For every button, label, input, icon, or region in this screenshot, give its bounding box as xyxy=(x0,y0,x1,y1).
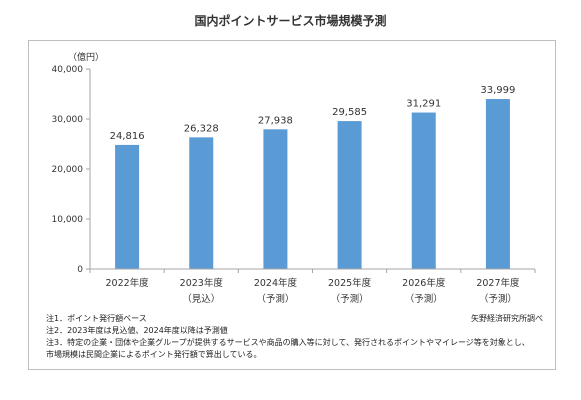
x-category-label: 2023年度 xyxy=(180,277,224,289)
bar-2022年度 xyxy=(115,144,140,269)
notes: 注1．ポイント発行額ベース 注2．2023年度は見込値、2024年度以降は予測値… xyxy=(46,313,530,361)
x-category-label: 2026年度 xyxy=(402,277,446,289)
bar-2027年度 xyxy=(485,99,510,269)
y-tick-label: 20,000 xyxy=(52,165,84,175)
x-category-sublabel: （予測） xyxy=(256,293,294,305)
x-axis: 2022年度 2023年度 （見込） 2024年度 （予測） 2025年度 （予測） 2026… xyxy=(89,268,536,305)
x-category-label: 2025年度 xyxy=(328,277,372,289)
x-category-label: 2022年度 xyxy=(105,277,149,289)
source-label: 矢野経済研究所調べ xyxy=(471,314,543,323)
note-1: 注1．ポイント発行額ベース xyxy=(46,314,147,323)
x-category-sublabel: （見込） xyxy=(182,293,220,305)
note-4: 市場規模は民間企業によるポイント発行額で算出している。 xyxy=(46,350,262,359)
bar-value-label: 31,291 xyxy=(406,99,441,110)
bar-2023年度 xyxy=(189,137,214,269)
x-category-sublabel: （予測） xyxy=(331,293,369,305)
bars: 24,816 26,328 27,938 29,585 31,291 33,999 xyxy=(110,85,515,269)
y-axis: 0 10,000 20,000 30,000 40,000 xyxy=(52,65,91,275)
x-category-sublabel: （予測） xyxy=(479,293,517,305)
bar-value-label: 27,938 xyxy=(258,115,293,126)
note-3: 注3．特定の企業・団体や企業グループが提供するサービスや商品の購入等に対して、発… xyxy=(46,338,530,347)
bar-2025年度 xyxy=(337,121,362,269)
y-tick-label: 40,000 xyxy=(52,65,84,75)
bar-value-label: 26,328 xyxy=(184,123,219,134)
x-category-sublabel: （予測） xyxy=(405,293,443,305)
bar-2026年度 xyxy=(411,112,436,269)
x-category-label: 2024年度 xyxy=(254,277,298,289)
y-tick-label: 0 xyxy=(77,265,83,275)
y-tick-label: 10,000 xyxy=(52,215,84,225)
x-category-label: 2027年度 xyxy=(476,277,520,289)
y-tick-label: 30,000 xyxy=(52,115,84,125)
bar-value-label: 29,585 xyxy=(332,107,367,118)
bar-2024年度 xyxy=(263,129,288,269)
bar-value-label: 33,999 xyxy=(480,85,515,96)
note-2: 注2．2023年度は見込値、2024年度以降は予測値 xyxy=(46,326,228,335)
y-axis-unit-label: （億円） xyxy=(68,51,104,63)
chart-frame xyxy=(28,40,556,370)
bar-value-label: 24,816 xyxy=(110,131,145,142)
chart-title: 国内ポイントサービス市場規模予測 xyxy=(194,14,387,28)
